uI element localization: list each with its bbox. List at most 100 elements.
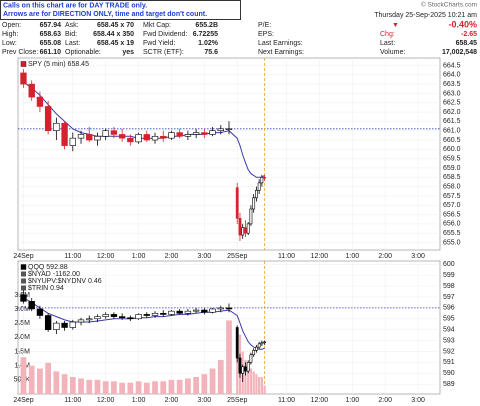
x-tick-label: 25Sep xyxy=(227,397,247,404)
quote-value: 17,002,548 xyxy=(442,49,477,56)
x-tick-label: 12:00 xyxy=(311,253,329,260)
quote-value: 661.10 xyxy=(40,49,62,56)
quote-label: P/E: xyxy=(258,22,271,29)
x-tick-label: 3:00 xyxy=(198,253,212,260)
candle-body xyxy=(160,313,167,315)
quote-label: Last: xyxy=(380,40,395,47)
candle-body xyxy=(249,354,253,363)
candle-body xyxy=(28,301,35,310)
quote-value: 1.02% xyxy=(198,40,219,47)
x-tick-label: 12:00 xyxy=(97,397,115,404)
candle-body xyxy=(263,341,267,344)
x-tick-label: 24Sep xyxy=(13,397,33,404)
candle-body xyxy=(184,134,192,137)
notice-line: Calls on this chart are for DAY TRADE on… xyxy=(3,2,147,9)
candle-body xyxy=(252,197,256,210)
x-tick-label: 2:00 xyxy=(378,397,392,404)
candle-body xyxy=(260,177,264,184)
candle-body xyxy=(160,135,167,139)
y-tick-label: 656.5 xyxy=(443,211,461,218)
candle-body xyxy=(69,137,76,146)
y-tick-label: 658.5 xyxy=(443,174,461,181)
candle-body xyxy=(176,310,183,314)
candle-body xyxy=(36,308,44,316)
candle-body xyxy=(246,362,250,372)
x-tick-label: 3:00 xyxy=(411,397,425,404)
candle-body xyxy=(238,357,242,374)
candle-body xyxy=(257,343,261,348)
quote-value: -0.40% xyxy=(448,19,477,29)
y-tick-label: 600 xyxy=(443,261,455,268)
y2-tick-label: 1.5M xyxy=(14,348,30,355)
legend-swatch xyxy=(20,264,27,270)
volume-bar xyxy=(143,382,150,394)
volume-bar xyxy=(236,343,239,394)
candle-body xyxy=(61,322,68,328)
legend-swatch xyxy=(21,285,26,291)
volume-bar xyxy=(244,360,247,394)
y2-tick-label: 3.0M xyxy=(14,306,30,313)
candle-body xyxy=(127,137,134,143)
candle-body xyxy=(77,319,85,323)
quote-value: -2.65 xyxy=(461,31,477,38)
candle-body xyxy=(260,342,264,345)
x-tick-label: 12:00 xyxy=(97,253,115,260)
candle-body xyxy=(69,321,76,328)
volume-bar xyxy=(20,357,27,394)
y-tick-label: 664.5 xyxy=(443,62,461,69)
quote-value: 6.72255 xyxy=(193,31,218,38)
volume-bar xyxy=(168,379,175,394)
x-tick-label: 24Sep xyxy=(13,253,33,260)
y-tick-label: 663.0 xyxy=(443,90,461,97)
candle-body xyxy=(241,366,245,374)
candle-body xyxy=(225,307,233,310)
legend-label: SPY (5 min) 658.45 xyxy=(28,61,89,68)
y-tick-label: 659.5 xyxy=(443,156,461,163)
x-tick-label: 3:00 xyxy=(411,253,425,260)
x-tick-label: 2:00 xyxy=(378,253,392,260)
quote-value: 658.44 x 350 xyxy=(93,31,134,38)
quote-value: 655.2B xyxy=(195,22,218,29)
y2-tick-label: 2.0M xyxy=(14,334,30,341)
x-tick-label: 2:00 xyxy=(165,253,179,260)
volume-bar xyxy=(263,385,266,394)
candle-body xyxy=(209,130,216,135)
volume-bar xyxy=(69,377,76,394)
candle-body xyxy=(135,314,142,320)
candle-body xyxy=(249,208,253,225)
legend-swatch xyxy=(21,278,26,284)
candle-body xyxy=(255,346,258,351)
x-tick-label: 11:00 xyxy=(64,253,81,260)
candle-body xyxy=(20,72,27,85)
volume-bar xyxy=(61,374,68,394)
quote-value: 655.08 xyxy=(40,40,62,47)
candle-body xyxy=(102,314,109,317)
quote-value: 658.63 xyxy=(40,31,62,38)
candle-body xyxy=(255,190,258,199)
quote-label: High: xyxy=(2,31,18,38)
y-tick-label: 664.0 xyxy=(443,72,461,79)
candle-body xyxy=(246,223,250,234)
indicator-label: $NYUPV:$NYDNV 0.46 xyxy=(28,278,102,285)
volume-bar xyxy=(201,374,208,394)
volume-bar xyxy=(193,377,199,394)
y-tick-label: 662.0 xyxy=(443,109,461,116)
y-tick-label: 655.5 xyxy=(443,230,461,237)
quote-label: Bid: xyxy=(65,31,77,38)
quote-value: yes xyxy=(122,49,134,56)
legend-label: QQQ 592.88 xyxy=(28,264,68,271)
volume-bar xyxy=(226,320,232,394)
candle-body xyxy=(118,134,126,139)
y-tick-label: 660.0 xyxy=(443,146,461,153)
x-tick-label: 1:00 xyxy=(345,397,359,404)
quote-label: Mkt Cap: xyxy=(143,22,171,29)
candle-body xyxy=(44,315,52,330)
quote-value: 657.94 xyxy=(40,22,62,29)
copyright: © StockCharts.com xyxy=(421,1,477,9)
volume-bar xyxy=(37,368,43,394)
volume-bar xyxy=(260,377,263,394)
volume-bar xyxy=(258,377,261,394)
indicator-label: $NYAD -1162.00 xyxy=(28,271,80,278)
quote-value: 658.45 x 19 xyxy=(97,40,134,47)
candle-body xyxy=(53,122,60,131)
